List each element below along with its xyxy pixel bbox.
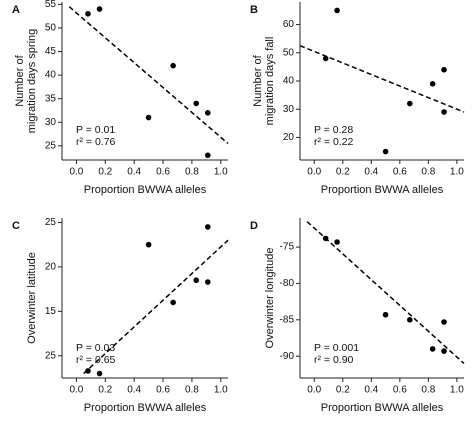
- x-tick-label: 0.6: [393, 385, 407, 396]
- x-axis-label: Proportion BWWA alleles: [321, 402, 444, 414]
- point: [193, 277, 200, 284]
- x-tick-label: 1.0: [214, 167, 228, 178]
- point: [441, 319, 447, 325]
- x-tick-label: 0.0: [69, 167, 83, 178]
- y-tick-label: 20: [45, 262, 57, 273]
- x-tick-label: 0.4: [364, 385, 378, 396]
- y-tick-label: 40: [283, 76, 295, 87]
- y-tick-label: 45: [45, 46, 57, 57]
- y-tick-label: 35: [45, 93, 57, 104]
- x-tick-label: 0.0: [307, 167, 321, 178]
- x-tick-label: 0.2: [336, 167, 350, 178]
- x-tick-label: 0.6: [156, 385, 170, 396]
- point: [204, 110, 211, 116]
- trend-line: [68, 6, 229, 145]
- x-tick-label: 0.6: [393, 167, 407, 178]
- x-tick-label: 0.0: [69, 385, 83, 396]
- point: [193, 100, 200, 107]
- y-tick-label: 30: [45, 117, 57, 128]
- panel-label: A: [12, 4, 20, 16]
- y-tick-label: 40: [45, 70, 57, 81]
- point: [441, 348, 447, 354]
- x-tick-label: 0.2: [336, 385, 350, 396]
- trend-line: [306, 221, 465, 365]
- point: [382, 311, 389, 318]
- x-axis-label: Proportion BWWA alleles: [84, 184, 207, 196]
- y-tick-label: 50: [45, 23, 57, 34]
- y-axis-label: Number of: [14, 54, 26, 106]
- y-tick-label: 50: [283, 47, 295, 58]
- y-axis-label: Overwinter latitude: [26, 252, 38, 344]
- point: [322, 235, 329, 242]
- y-tick-label: 25: [45, 140, 57, 151]
- point: [204, 152, 211, 159]
- point: [322, 55, 329, 62]
- point: [145, 241, 152, 248]
- x-tick-label: 0.4: [127, 385, 141, 396]
- panel-label: C: [12, 220, 20, 232]
- x-tick-label: 1.0: [214, 385, 228, 396]
- y-tick-label: 60: [283, 19, 295, 30]
- point: [85, 10, 91, 17]
- annotation: r² = 0.22: [314, 136, 354, 148]
- x-tick-label: 0.4: [127, 167, 141, 178]
- y-tick-label: -75: [280, 242, 295, 253]
- point: [407, 317, 413, 323]
- y-axis-label: migration days spring: [26, 29, 38, 134]
- annotation: r² = 0.90: [314, 354, 354, 366]
- y-axis-label: Overwinter longitude: [264, 248, 276, 349]
- y-tick-label: 55: [45, 0, 57, 10]
- x-tick-label: 1.0: [450, 385, 464, 396]
- point: [204, 279, 211, 285]
- panel-label: D: [250, 220, 258, 232]
- y-tick-label: 15: [45, 306, 57, 317]
- trend-line: [83, 239, 229, 375]
- x-tick-label: 0.6: [156, 167, 170, 178]
- x-tick-label: 0.4: [364, 167, 378, 178]
- y-tick-label: 20: [283, 132, 295, 143]
- point: [441, 66, 447, 73]
- y-tick-label: -85: [280, 314, 295, 325]
- y-axis-label: Number of: [252, 54, 264, 106]
- annotation: P = 0.03: [76, 342, 115, 354]
- y-axis-label: migration days fall: [264, 37, 276, 126]
- point: [334, 7, 340, 14]
- x-tick-label: 0.0: [307, 385, 321, 396]
- y-tick-label: 30: [283, 104, 295, 115]
- annotation: P = 0.001: [314, 342, 359, 354]
- point: [441, 109, 447, 115]
- point: [170, 62, 176, 69]
- y-tick-label: -90: [280, 351, 295, 362]
- annotation: r² = 0.76: [76, 136, 116, 148]
- point: [85, 368, 91, 374]
- annotation: r² = 0.65: [76, 354, 116, 366]
- y-tick-label: -80: [280, 278, 295, 289]
- y-tick-label: 25: [45, 350, 57, 361]
- point: [429, 81, 436, 87]
- point: [382, 148, 389, 155]
- y-tick-label: 25: [45, 217, 57, 228]
- annotation: P = 0.01: [76, 124, 115, 136]
- point: [96, 6, 103, 12]
- panel-label: B: [250, 4, 258, 16]
- x-axis-label: Proportion BWWA alleles: [84, 402, 207, 414]
- point: [204, 224, 211, 230]
- point: [96, 370, 103, 377]
- point: [407, 100, 413, 107]
- x-axis-label: Proportion BWWA alleles: [321, 184, 444, 196]
- trend-line: [299, 45, 465, 113]
- annotation: P = 0.28: [314, 124, 353, 136]
- x-tick-label: 0.8: [185, 385, 199, 396]
- x-tick-label: 0.8: [421, 167, 435, 178]
- point: [429, 346, 436, 352]
- point: [334, 239, 340, 245]
- point: [170, 299, 176, 306]
- x-tick-label: 0.2: [98, 167, 112, 178]
- point: [145, 114, 152, 121]
- x-tick-label: 0.2: [98, 385, 112, 396]
- x-tick-label: 0.8: [421, 385, 435, 396]
- x-tick-label: 1.0: [450, 167, 464, 178]
- x-tick-label: 0.8: [185, 167, 199, 178]
